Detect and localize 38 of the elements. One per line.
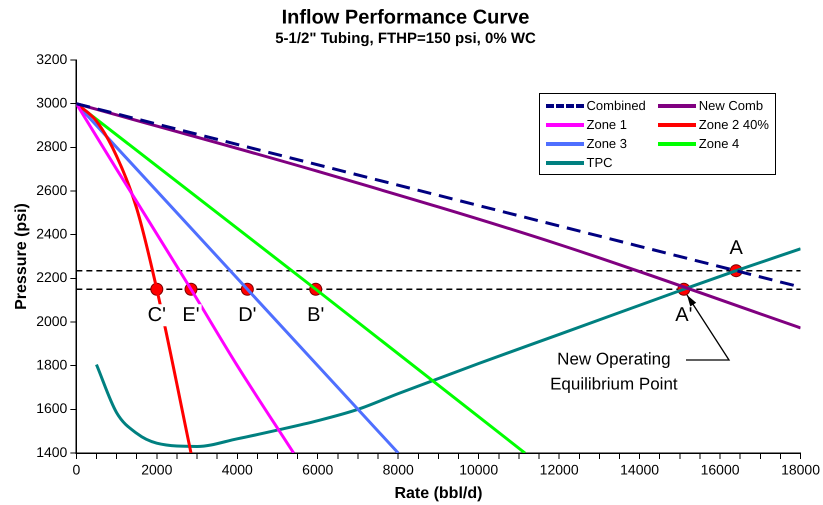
x-tick-label: 2000 — [141, 461, 173, 478]
x-axis-title: Rate (bbl/d) — [394, 484, 482, 502]
y-tick-label: 2800 — [36, 138, 68, 154]
y-tick-label: 1800 — [36, 356, 68, 373]
legend-label: TPC — [586, 154, 613, 172]
y-tick-label: 3200 — [36, 50, 68, 67]
y-tick-label: 1400 — [36, 444, 68, 460]
legend-label: Zone 2 40% — [698, 116, 769, 134]
annotation: New Operating Equilibrium Point — [550, 349, 678, 394]
legend-label: Zone 1 — [586, 116, 628, 134]
y-tick-label: 2000 — [36, 312, 68, 329]
x-tick-label: 10000 — [459, 461, 498, 478]
chart-subtitle: 5-1/2" Tubing, FTHP=150 psi, 0% WC — [275, 30, 536, 48]
y-tick-label: 2600 — [36, 182, 68, 198]
x-tick-label: 4000 — [222, 461, 254, 478]
annotation: B' — [307, 304, 324, 326]
annotation: C' — [148, 304, 166, 326]
x-tick-label: 6000 — [302, 461, 334, 478]
x-tick-label: 18000 — [781, 461, 820, 478]
x-tick-label: 16000 — [700, 461, 740, 478]
x-tick-label: 8000 — [382, 461, 414, 478]
annotation: E' — [182, 304, 200, 326]
y-tick-label: 3000 — [36, 94, 68, 111]
annotation: A' — [675, 304, 692, 326]
x-tick-label: 0 — [72, 461, 80, 478]
x-tick-label: 12000 — [540, 461, 579, 478]
x-tick-label: 14000 — [620, 461, 660, 478]
legend-label: Zone 3 — [586, 135, 628, 153]
y-tick-label: 2400 — [36, 226, 68, 242]
y-axis-title: Pressure (psi) — [13, 203, 30, 310]
legend-label: Combined — [586, 97, 646, 115]
chart-title: Inflow Performance Curve — [282, 6, 530, 29]
legend-label: Zone 4 — [698, 135, 740, 153]
legend-label: New Comb — [698, 97, 764, 115]
y-tick-label: 1600 — [36, 400, 68, 416]
annotation: A — [729, 237, 744, 260]
annotation: D' — [238, 304, 256, 326]
y-tick-label: 2200 — [36, 269, 68, 286]
